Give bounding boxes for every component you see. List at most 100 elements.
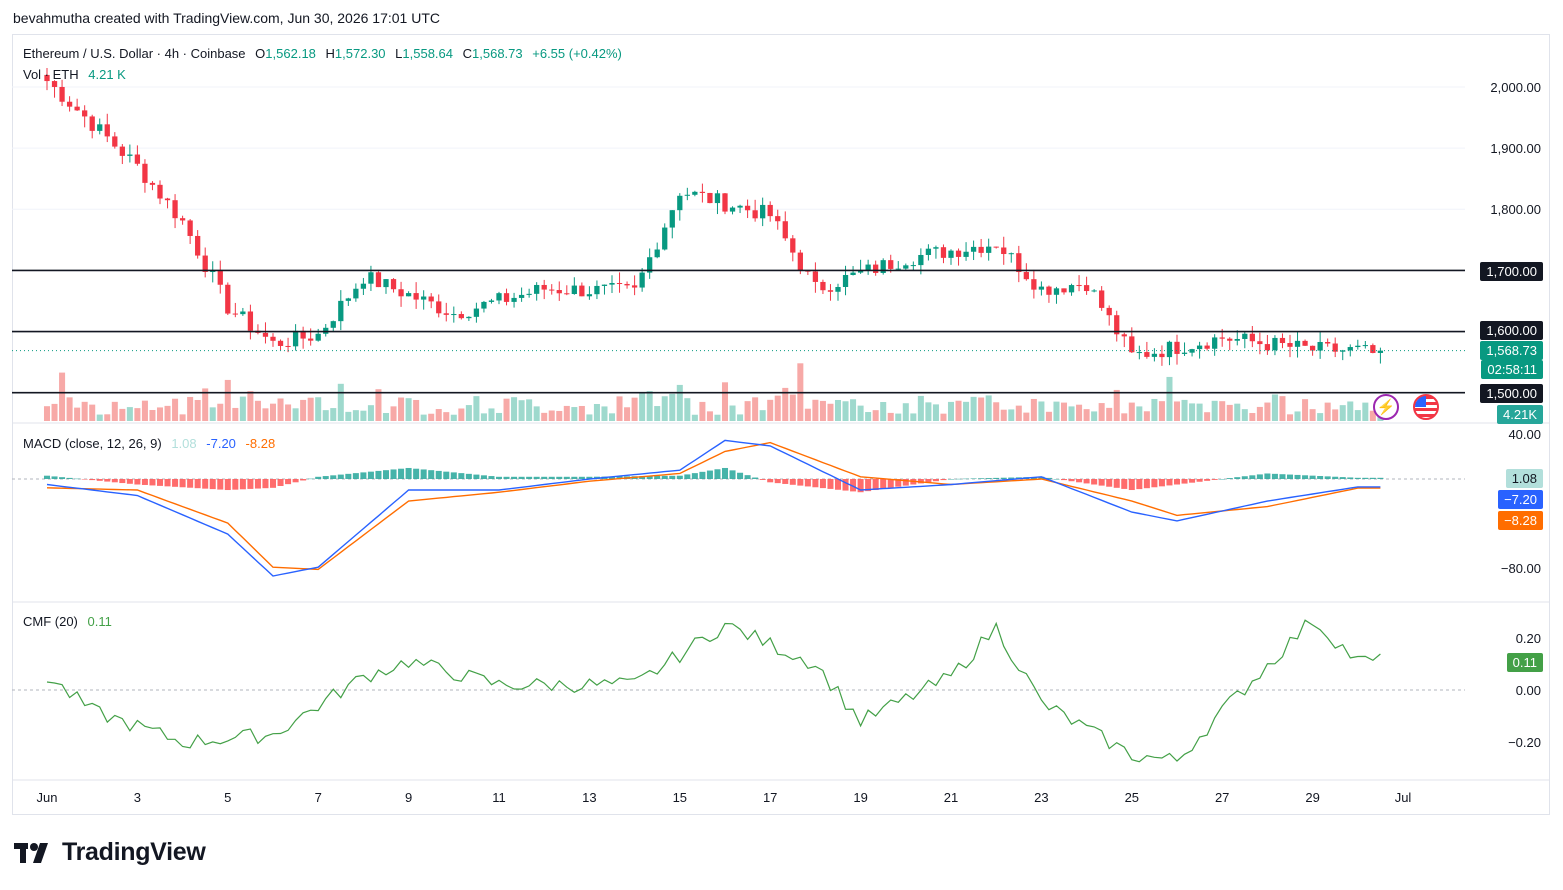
candle-body	[1309, 345, 1316, 351]
candle-body	[857, 270, 864, 273]
macd-histogram-bar	[164, 479, 171, 487]
volume-bar	[141, 400, 148, 421]
candle-body	[443, 313, 449, 315]
volume-bar	[465, 405, 472, 421]
volume-bar	[774, 395, 781, 421]
candle-body	[579, 285, 585, 297]
macd-histogram-bar	[1264, 473, 1271, 479]
macd-histogram-bar	[1091, 479, 1098, 485]
candle-body	[149, 182, 156, 185]
volume-bar	[1136, 406, 1143, 421]
candle-body	[526, 293, 532, 295]
macd-histogram-bar	[382, 470, 390, 479]
macd-histogram-bar	[978, 478, 985, 479]
macd-histogram-bar	[1136, 479, 1143, 490]
macd-histogram-bar	[1060, 479, 1068, 481]
volume-legend[interactable]: Vol · ETH 4.21 K	[23, 67, 132, 82]
candle-body	[873, 264, 879, 273]
macd-histogram-bar	[902, 479, 909, 486]
macd-histogram-bar	[292, 479, 299, 483]
macd-histogram-bar	[834, 479, 842, 490]
date-tick-label: 27	[1214, 790, 1230, 805]
candle-body	[330, 321, 336, 328]
lightning-icon[interactable]: ⚡	[1373, 394, 1399, 420]
volume-bar	[89, 404, 96, 421]
macd-histogram-bar	[518, 476, 525, 479]
price-axis-label: 1,800.00	[1490, 202, 1541, 217]
macd-histogram-bar	[1279, 474, 1286, 479]
volume-bar	[239, 396, 246, 421]
symbol-legend[interactable]: Ethereum / U.S. Dollar · 4h · Coinbase O…	[23, 46, 628, 61]
tradingview-logo[interactable]: TradingView	[14, 838, 206, 867]
date-tick-label: 15	[672, 790, 688, 805]
volume-bar	[405, 398, 412, 421]
candle-body	[940, 247, 947, 258]
macd-histogram-bar	[390, 469, 397, 479]
candle-body	[217, 271, 223, 285]
volume-bar	[721, 382, 729, 421]
macd-histogram-bar	[247, 479, 254, 489]
macd-histogram-bar	[300, 479, 307, 481]
candle-body	[729, 207, 736, 212]
date-tick-label: 25	[1124, 790, 1140, 805]
us-flag-icon[interactable]	[1413, 394, 1439, 420]
volume-bar	[450, 414, 457, 421]
volume-bar	[1354, 410, 1361, 421]
volume-bar	[1211, 400, 1218, 421]
macd-histogram-bar	[194, 479, 201, 489]
macd-histogram-bar	[345, 473, 352, 479]
candle-body	[157, 184, 163, 199]
candle-body	[187, 220, 193, 236]
candle-body	[247, 311, 254, 331]
volume-bar	[232, 407, 239, 421]
volume-bar	[262, 408, 269, 421]
macd-histogram-bar	[1158, 479, 1165, 487]
macd-histogram-bar	[1332, 476, 1339, 479]
volume-bar	[812, 399, 819, 421]
macd-histogram-bar	[774, 479, 781, 484]
candle-body	[277, 340, 284, 346]
macd-histogram-bar	[66, 477, 73, 479]
macd-histogram-bar	[533, 476, 540, 479]
macd-legend[interactable]: MACD (close, 12, 26, 9) 1.08 -7.20 -8.28	[23, 436, 281, 451]
volume-bar	[819, 400, 826, 421]
candle-body	[210, 271, 216, 273]
cmf-legend[interactable]: CMF (20) 0.11	[23, 614, 118, 629]
macd-histogram-bar	[752, 477, 759, 479]
brand-name: TradingView	[62, 838, 206, 866]
symbol-title[interactable]: Ethereum / U.S. Dollar · 4h · Coinbase	[23, 46, 246, 61]
candle-body	[639, 272, 645, 288]
volume-bar	[729, 405, 736, 421]
macd-signal-value: -8.28	[245, 436, 276, 451]
volume-bar	[880, 402, 887, 421]
candle-body	[534, 284, 540, 294]
candle-body	[172, 200, 178, 219]
volume-bar	[932, 404, 939, 421]
chart-frame[interactable]	[12, 34, 1550, 815]
candle-body	[541, 284, 547, 290]
macd-histogram-bar	[646, 476, 653, 479]
volume-bar	[563, 405, 570, 421]
volume-bar	[985, 395, 992, 421]
macd-histogram-bar	[1271, 473, 1278, 479]
volume-bar	[390, 406, 397, 421]
volume-bar	[1060, 402, 1068, 421]
volume-bar	[759, 410, 766, 421]
volume-bar	[1294, 411, 1301, 421]
volume-bar	[149, 409, 156, 421]
volume-bar	[669, 393, 676, 421]
candle-body	[473, 308, 480, 317]
volume-bar	[593, 404, 600, 421]
macd-histogram-bar	[480, 475, 487, 479]
macd-histogram-bar	[1121, 479, 1128, 489]
macd-histogram-bar	[179, 479, 186, 488]
volume-bar	[541, 412, 548, 421]
macd-histogram-bar	[187, 479, 194, 488]
macd-histogram-bar	[458, 473, 465, 479]
volume-bar	[1121, 413, 1128, 421]
volume-bar	[827, 403, 834, 421]
candle-body	[842, 274, 849, 288]
macd-histogram-bar	[571, 476, 578, 479]
date-tick-label: 23	[1034, 790, 1049, 805]
